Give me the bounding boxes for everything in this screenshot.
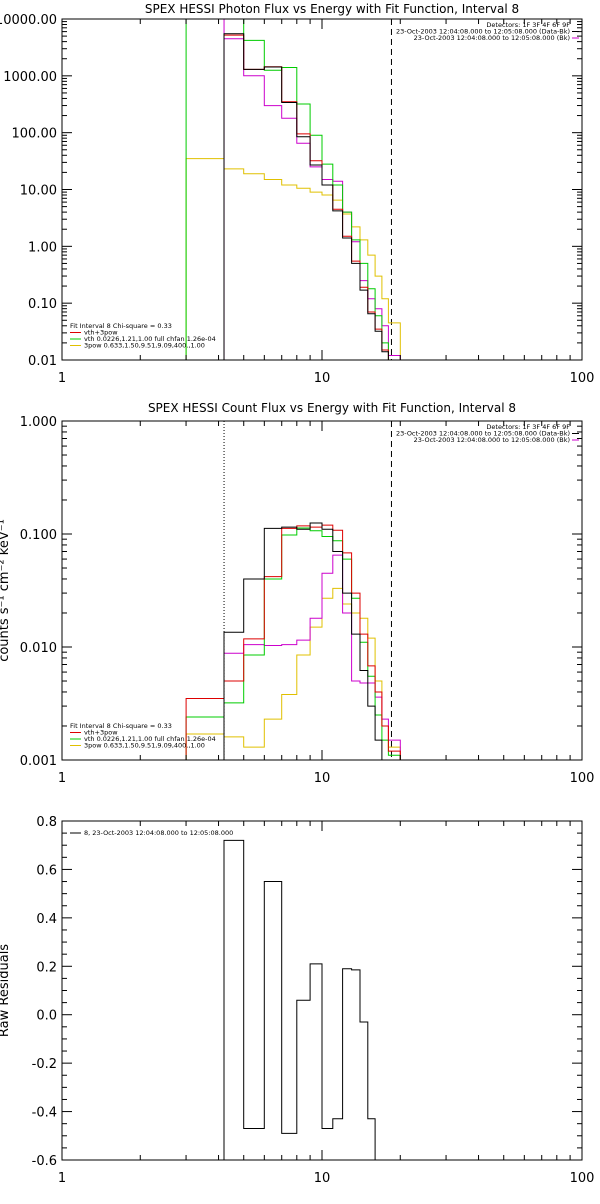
y-tick-label: 0.8	[36, 815, 57, 830]
x-tick-label: 100	[570, 771, 595, 786]
x-tick-label: 100	[570, 371, 595, 386]
y-tick-label: -0.2	[32, 1057, 57, 1072]
legend-right-entry: 23-Oct-2003 12:04:08.000 to 12:05:08.000…	[414, 436, 570, 444]
plot-panel-2: SPEX HESSI Count Flux vs Energy with Fit…	[0, 401, 594, 786]
series-line-2	[223, 554, 401, 760]
plot-data-area	[185, 421, 401, 760]
y-tick-label: 0.001	[20, 754, 57, 769]
legend-left-entry: Fit Interval 8 Chi-square = 0.33	[70, 322, 172, 330]
x-tick-label: 10	[314, 1171, 331, 1186]
y-tick-label: 100.00	[12, 127, 58, 142]
y-tick-label: 0.0	[36, 1009, 57, 1024]
x-tick-label: 1	[58, 771, 66, 786]
series-line-1	[185, 158, 401, 360]
y-tick-label: -0.4	[32, 1106, 57, 1121]
y-axis-label: Raw Residuals	[0, 944, 12, 1037]
y-tick-label: 0.010	[20, 641, 57, 656]
legend-right-entry: Detectors: 1F 3F 4F 6F 9F	[486, 423, 570, 431]
plot-data-area	[223, 839, 401, 1160]
y-tick-label: 10.00	[20, 184, 57, 199]
y-tick-label: 0.01	[28, 354, 57, 369]
plot-panel-1: SPEX HESSI Photon Flux vs Energy with Fi…	[0, 2, 594, 386]
series-line-5	[223, 522, 383, 760]
y-tick-label: 1.00	[28, 240, 57, 255]
x-tick-label: 1	[58, 371, 66, 386]
plot-data-area	[185, 19, 401, 360]
chart-title: SPEX HESSI Count Flux vs Energy with Fit…	[148, 401, 516, 415]
y-tick-label: 0.10	[28, 297, 57, 312]
legend-left-entry: vth 0.0226,1.21,1.00 full chfan 1.26e-04	[84, 735, 216, 743]
x-tick-label: 10	[314, 771, 331, 786]
x-tick-label: 100	[570, 1171, 595, 1186]
y-axis-label: counts s⁻¹ cm⁻² keV⁻¹	[0, 519, 12, 662]
legend-left-entry: vth 0.0226,1.21,1.00 full chfan 1.26e-04	[84, 335, 216, 343]
y-tick-label: 1000.00	[3, 70, 57, 85]
series-line-4	[223, 34, 389, 360]
series-line-2	[223, 38, 401, 360]
chart-title: SPEX HESSI Photon Flux vs Energy with Fi…	[145, 2, 519, 16]
x-tick-label: 1	[58, 1171, 66, 1186]
legend-left-entry: 3pow 0.633,1.50,9.51,9.09,400.,1.00	[84, 342, 205, 350]
y-tick-label: 0.100	[20, 528, 57, 543]
y-tick-label: -0.6	[32, 1154, 57, 1169]
legend-right-entry: 23-Oct-2003 12:04:08.000 to 12:05:08.000…	[414, 34, 570, 42]
series-line-5	[223, 33, 389, 360]
legend-left-entry: vth+3pow	[84, 329, 118, 337]
legend-left-entry: 8, 23-Oct-2003 12:04:08.000 to 12:05:08.…	[84, 829, 233, 837]
plot-frame	[61, 18, 583, 361]
legend-left-entry: vth+3pow	[84, 729, 118, 737]
plot-panel-3: Raw Residuals 1 10 100 -0.6 -0.4 -0.2 0.0 0.2 0.4…	[0, 815, 594, 1186]
legend-right-entry: Detectors: 1F 3F 4F 6F 9F	[486, 21, 570, 29]
y-tick-label: 0.2	[36, 960, 57, 975]
x-tick-label: 10	[314, 371, 331, 386]
legend-left-entry: 3pow 0.633,1.50,9.51,9.09,400.,1.00	[84, 742, 205, 750]
series-line-1	[185, 587, 401, 760]
y-tick-label: 0.4	[36, 912, 57, 927]
legend-right-entry: 23-Oct-2003 12:04:08.000 to 12:05:08.000…	[396, 28, 570, 36]
y-tick-label: 0.6	[36, 863, 57, 878]
legend-left-entry: Fit Interval 8 Chi-square = 0.33	[70, 722, 172, 730]
series-line-4	[185, 524, 401, 760]
y-tick-label: 1.000	[20, 415, 57, 430]
y-tick-label: 10000.00	[0, 13, 57, 28]
legend-right-entry: 23-Oct-2003 12:04:08.000 to 12:05:08.000…	[396, 430, 570, 438]
series-line-1	[223, 839, 401, 1160]
